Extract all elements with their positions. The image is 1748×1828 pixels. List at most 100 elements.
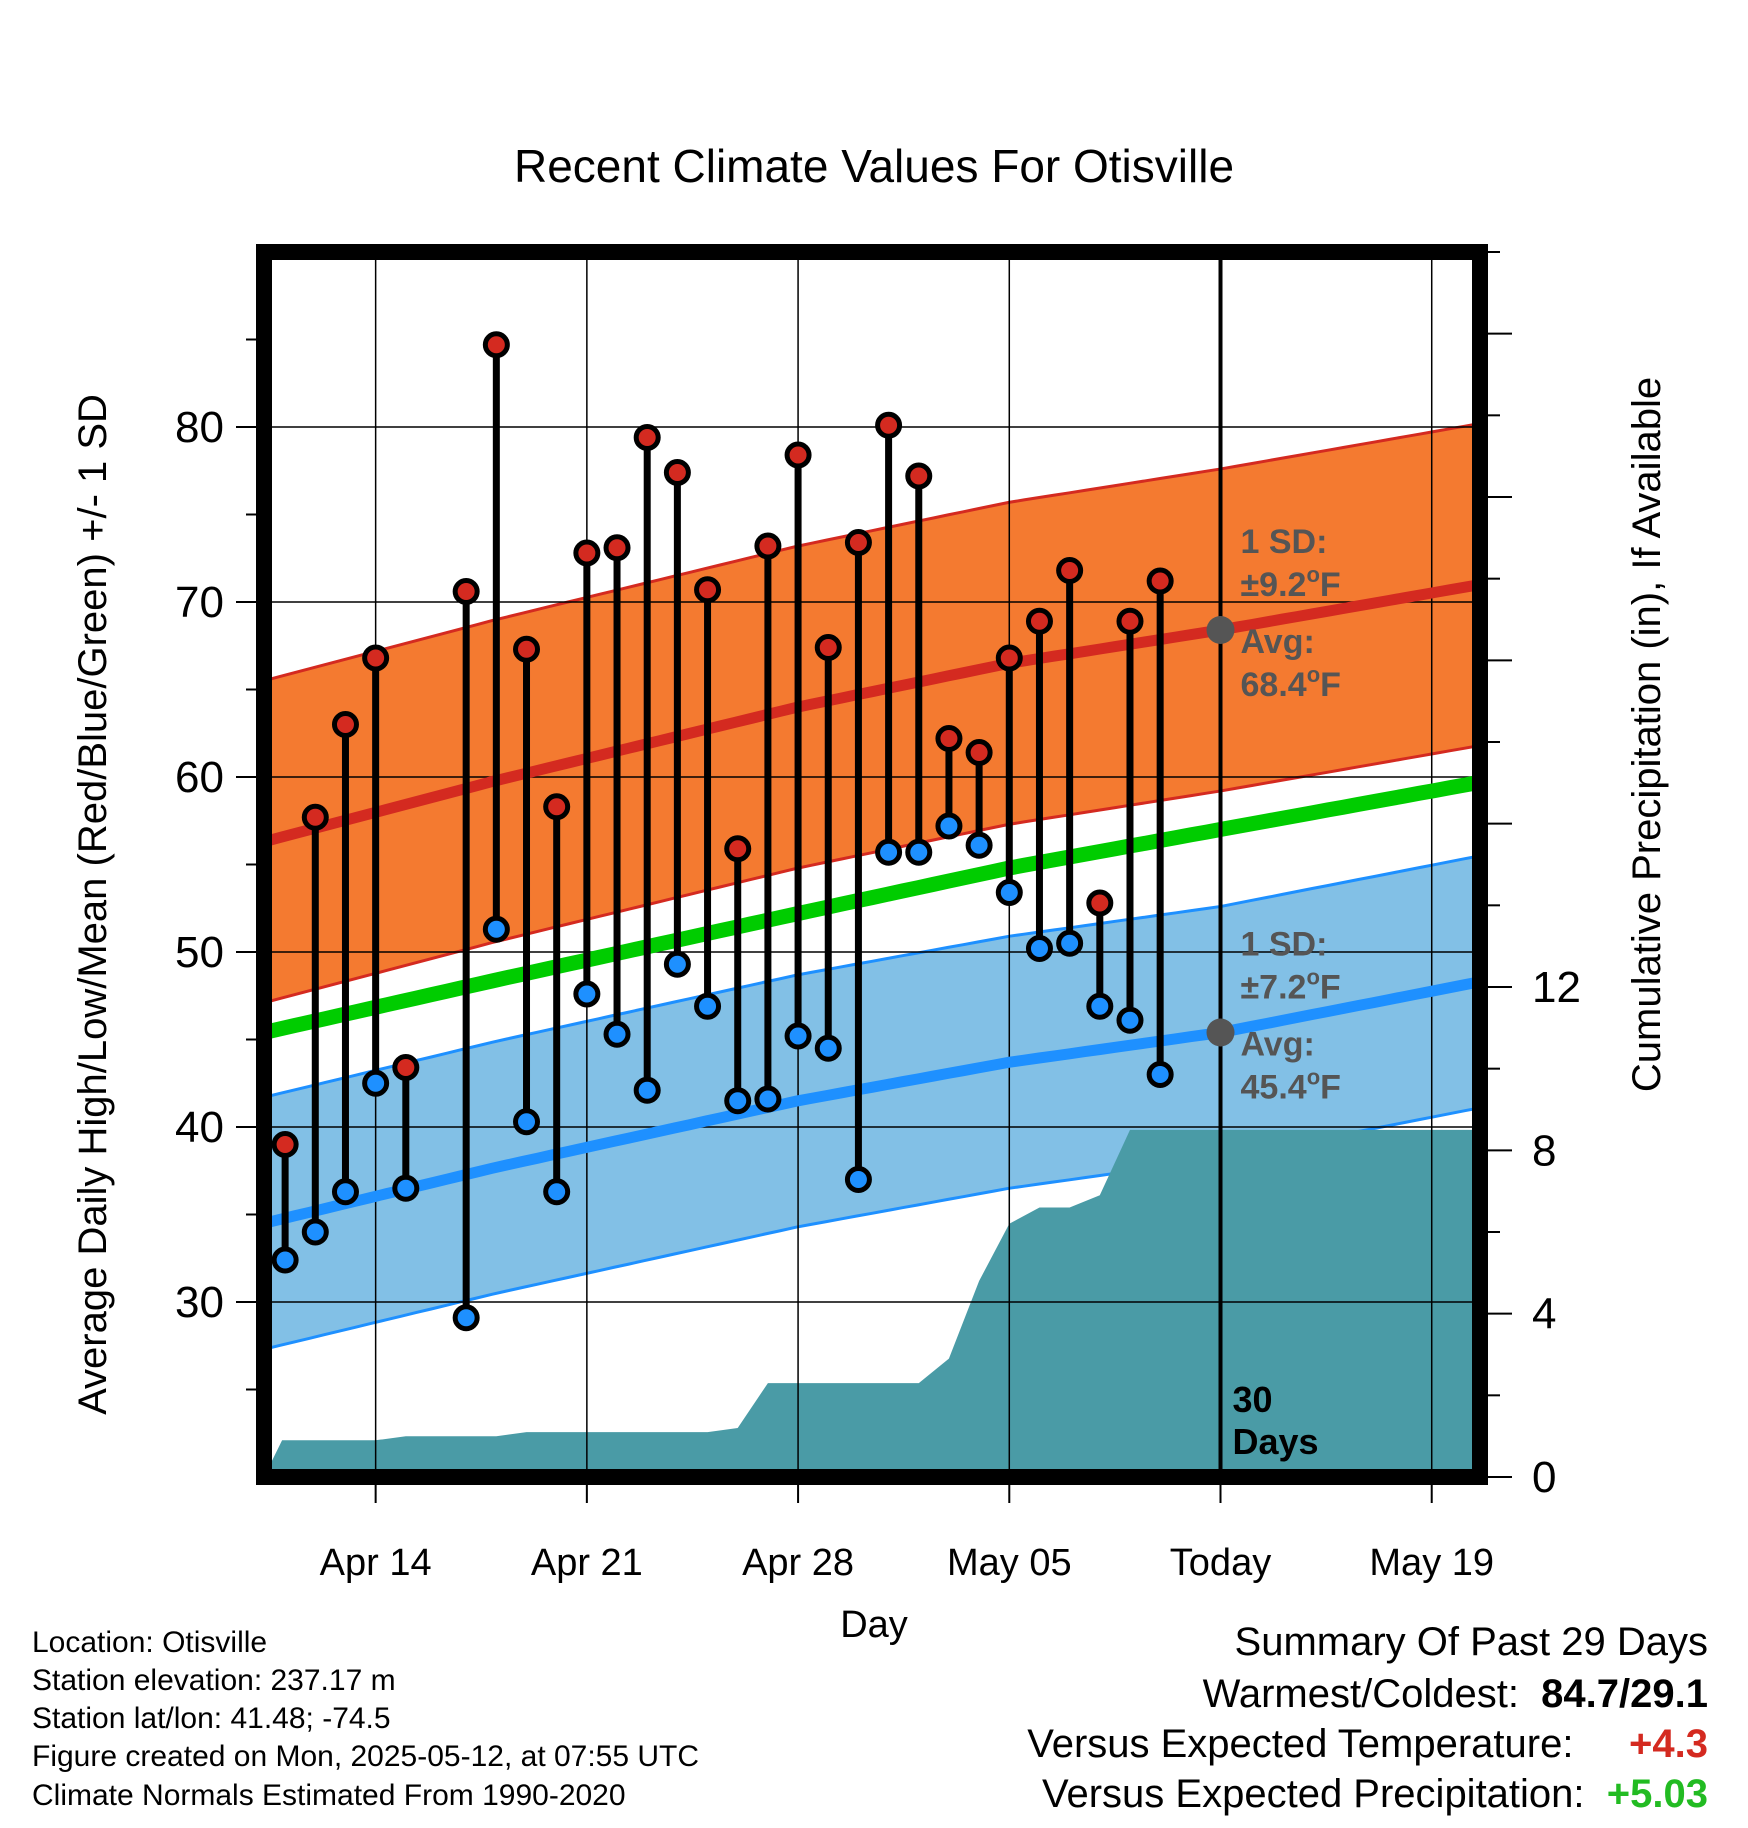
precip-area xyxy=(264,1129,1480,1477)
low-point xyxy=(633,1076,661,1104)
summary-temp: Versus Expected Temperature: +4.3 xyxy=(1027,1722,1708,1767)
today-low-normal-marker xyxy=(1206,1018,1235,1047)
low-point xyxy=(1086,992,1114,1020)
x-tick-label: May 05 xyxy=(947,1542,1072,1584)
low-point xyxy=(814,1034,842,1062)
high-point xyxy=(1116,607,1144,635)
info-created: Figure created on Mon, 2025-05-12, at 07… xyxy=(32,1740,700,1773)
y-tick-label: 50 xyxy=(175,928,224,977)
low-point xyxy=(362,1069,390,1097)
low-point xyxy=(271,1246,299,1274)
low-point xyxy=(543,1178,571,1206)
low-point xyxy=(301,1218,329,1246)
high-point xyxy=(784,441,812,469)
low-point xyxy=(1116,1006,1144,1034)
low-avg-label: Avg: xyxy=(1241,1026,1315,1064)
summary-precip-value: +5.03 xyxy=(1606,1772,1708,1816)
high-point xyxy=(754,532,782,560)
x-tick-label: Apr 21 xyxy=(531,1542,643,1584)
high-point xyxy=(452,578,480,605)
low-avg-value: 45.4oF xyxy=(1241,1065,1341,1107)
x-tick-label: Today xyxy=(1170,1542,1271,1584)
low-point xyxy=(452,1304,480,1332)
x-tick-label: Apr 28 xyxy=(742,1542,854,1584)
chart-title: Recent Climate Values For Otisville xyxy=(514,140,1234,192)
info-location: Location: Otisville xyxy=(32,1626,268,1659)
high-point xyxy=(965,739,993,766)
summary-precip: Versus Expected Precipitation: +5.03 xyxy=(1042,1772,1708,1817)
y-tick-label: 40 xyxy=(175,1103,224,1152)
low-sd-label: 1 SD: xyxy=(1241,926,1328,964)
high-point xyxy=(513,635,541,663)
low-point xyxy=(965,831,993,859)
low-point xyxy=(573,980,601,1008)
high-point xyxy=(482,331,510,359)
low-point xyxy=(995,879,1023,906)
low-point xyxy=(724,1087,752,1115)
low-point xyxy=(482,915,510,943)
high-point xyxy=(935,725,963,752)
low-point xyxy=(392,1174,420,1202)
y-tick-label: 60 xyxy=(175,753,224,802)
summary-title: Summary Of Past 29 Days xyxy=(1234,1620,1708,1664)
high-point xyxy=(844,529,872,556)
plot-area xyxy=(264,252,1480,1477)
low-point xyxy=(844,1166,872,1193)
high-point xyxy=(663,459,691,486)
low-point xyxy=(784,1022,812,1050)
high-point xyxy=(633,424,661,451)
summary-precip-label: Versus Expected Precipitation: xyxy=(1042,1772,1585,1816)
low-point xyxy=(905,838,933,866)
plot-frame xyxy=(256,244,1488,1485)
x-tick-label: Apr 14 xyxy=(320,1542,432,1584)
high-point xyxy=(331,711,359,738)
high-point xyxy=(392,1054,420,1081)
y2-tick-label: 8 xyxy=(1532,1126,1556,1175)
summary-temp-value: +4.3 xyxy=(1629,1722,1708,1766)
high-point xyxy=(724,835,752,863)
summary-temp-label: Versus Expected Temperature: xyxy=(1027,1722,1574,1766)
high-point xyxy=(1146,567,1174,595)
low-point xyxy=(1025,935,1053,962)
y-tick-label: 80 xyxy=(175,403,224,452)
low-sd-value: ±7.2oF xyxy=(1241,965,1341,1007)
y-axis-title: Average Daily High/Low/Mean (Red/Blue/Gr… xyxy=(71,394,115,1415)
high-point xyxy=(694,576,722,604)
days-count-label: 30 xyxy=(1233,1379,1273,1420)
today-high-normal-marker xyxy=(1206,616,1235,644)
high-point xyxy=(875,411,903,439)
summary-warm-cold: Warmest/Coldest: 84.7/29.1 xyxy=(1203,1672,1708,1717)
info-elevation: Station elevation: 237.17 m xyxy=(32,1664,396,1697)
high-point xyxy=(1025,607,1053,635)
y2-tick-label: 4 xyxy=(1532,1290,1556,1339)
high-point xyxy=(814,634,842,661)
high-avg-value: 68.4oF xyxy=(1241,662,1341,704)
summary-warm-cold-value: 84.7/29.1 xyxy=(1541,1672,1708,1716)
low-point xyxy=(603,1020,631,1048)
y-tick-label: 30 xyxy=(175,1278,224,1327)
high-sd-band xyxy=(264,423,1480,1003)
days-word-label: Days xyxy=(1233,1421,1319,1462)
y2-tick-label: 0 xyxy=(1532,1453,1556,1502)
high-point xyxy=(543,793,571,821)
low-point xyxy=(935,812,963,840)
y2-tick-label: 12 xyxy=(1532,963,1581,1012)
y-tick-label: 70 xyxy=(175,578,224,627)
low-point xyxy=(1056,929,1084,957)
high-point xyxy=(573,539,601,567)
low-point xyxy=(1146,1061,1174,1088)
high-point xyxy=(1056,557,1084,584)
high-point xyxy=(362,644,390,672)
high-point xyxy=(603,534,631,562)
y2-axis-title: Cumulative Precipitation (in), If Availa… xyxy=(1625,377,1669,1092)
low-point xyxy=(694,992,722,1020)
x-tick-label: May 19 xyxy=(1369,1542,1494,1584)
info-latlon: Station lat/lon: 41.48; -74.5 xyxy=(32,1702,391,1735)
high-sd-label: 1 SD: xyxy=(1241,523,1328,561)
summary-warm-cold-label: Warmest/Coldest: xyxy=(1202,1672,1519,1716)
high-point xyxy=(1086,889,1114,917)
low-point xyxy=(875,838,903,866)
x-axis-title: Day xyxy=(840,1604,908,1646)
high-avg-label: Avg: xyxy=(1241,623,1315,661)
